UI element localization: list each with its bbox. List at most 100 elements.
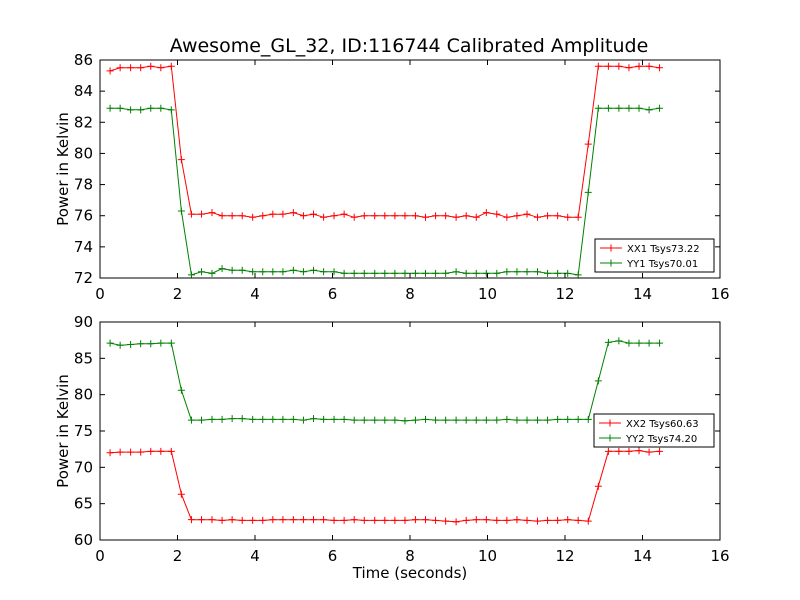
y-tick-label: 90 <box>74 313 93 331</box>
data-point <box>249 415 257 423</box>
x-tick-label: 6 <box>328 547 338 565</box>
data-point <box>503 268 511 276</box>
data-point <box>523 416 531 424</box>
data-point <box>279 516 287 524</box>
data-point <box>482 269 490 277</box>
data-point <box>523 210 531 218</box>
data-point <box>167 106 175 114</box>
data-point <box>147 62 155 70</box>
data-point <box>452 416 460 424</box>
data-point <box>645 448 653 456</box>
x-tick-label: 0 <box>95 285 105 303</box>
x-tick-label: 14 <box>633 547 652 565</box>
legend-label: YY1 Tsys70.01 <box>626 259 698 270</box>
data-point <box>187 271 195 278</box>
data-point <box>656 64 664 72</box>
data-point <box>218 415 226 423</box>
data-point <box>157 339 165 347</box>
y-tick-label: 82 <box>74 113 93 131</box>
data-point <box>299 212 307 220</box>
data-point <box>472 416 480 424</box>
data-point <box>564 415 572 423</box>
data-point <box>137 340 145 348</box>
data-point <box>594 62 602 70</box>
data-point <box>350 213 358 221</box>
data-point <box>544 416 552 424</box>
data-point <box>635 447 643 455</box>
data-point <box>330 212 338 220</box>
data-point <box>340 210 348 218</box>
data-point <box>350 516 358 524</box>
data-point <box>625 447 633 455</box>
data-point <box>269 268 277 276</box>
data-point <box>493 416 501 424</box>
data-point <box>462 269 470 277</box>
x-tick-label: 2 <box>173 547 183 565</box>
x-tick-label: 10 <box>478 285 497 303</box>
x-tick-label: 12 <box>555 547 574 565</box>
data-point <box>564 213 572 221</box>
data-point <box>554 516 562 524</box>
data-point <box>584 415 592 423</box>
data-point <box>411 416 419 424</box>
data-point <box>645 106 653 114</box>
data-point <box>482 416 490 424</box>
data-point <box>411 212 419 220</box>
data-point <box>228 212 236 220</box>
data-point <box>635 104 643 112</box>
data-point <box>127 448 135 456</box>
data-point <box>656 339 664 347</box>
data-point <box>289 209 297 217</box>
data-point <box>208 209 216 217</box>
data-point <box>656 447 664 455</box>
y-tick-label: 72 <box>74 269 93 287</box>
data-point <box>533 213 541 221</box>
data-point <box>177 156 185 164</box>
plot-area <box>106 62 664 278</box>
data-point <box>310 210 318 218</box>
y-tick-label: 80 <box>74 144 93 162</box>
data-point <box>584 517 592 525</box>
x-tick-label: 8 <box>405 547 415 565</box>
data-point <box>411 269 419 277</box>
data-point <box>442 212 450 220</box>
data-point <box>198 516 206 524</box>
data-point <box>218 265 226 273</box>
top-panel: 0 2 4 6 8 10 12 14 16 72 74 76 78 80 82 84 86 Power in Ke… <box>54 51 730 303</box>
data-point <box>208 269 216 277</box>
data-point <box>656 104 664 112</box>
data-point <box>401 212 409 220</box>
data-point <box>269 210 277 218</box>
data-point <box>422 415 429 423</box>
data-point <box>310 516 318 524</box>
data-point <box>422 516 429 524</box>
data-point <box>299 416 307 424</box>
data-point <box>503 516 511 524</box>
data-point <box>238 266 246 274</box>
y-tick-label: 70 <box>74 458 93 476</box>
data-point <box>330 516 338 524</box>
data-point <box>432 212 440 220</box>
data-point <box>320 213 328 221</box>
data-point <box>574 415 582 423</box>
data-point <box>472 516 480 524</box>
data-point <box>269 415 277 423</box>
legend-label: YY2 Tsys74.20 <box>625 434 697 445</box>
data-point <box>249 213 257 221</box>
data-point <box>279 210 287 218</box>
data-point <box>574 213 582 221</box>
data-point <box>462 516 470 524</box>
data-point <box>137 448 145 456</box>
data-point <box>574 271 582 278</box>
data-point <box>422 213 429 221</box>
data-point <box>137 64 145 72</box>
data-point <box>137 106 145 114</box>
data-point <box>238 415 246 423</box>
y-tick-label: 78 <box>74 176 93 194</box>
x-tick-label: 6 <box>328 285 338 303</box>
data-point <box>259 212 267 220</box>
data-point <box>259 268 267 276</box>
data-point <box>594 377 602 385</box>
